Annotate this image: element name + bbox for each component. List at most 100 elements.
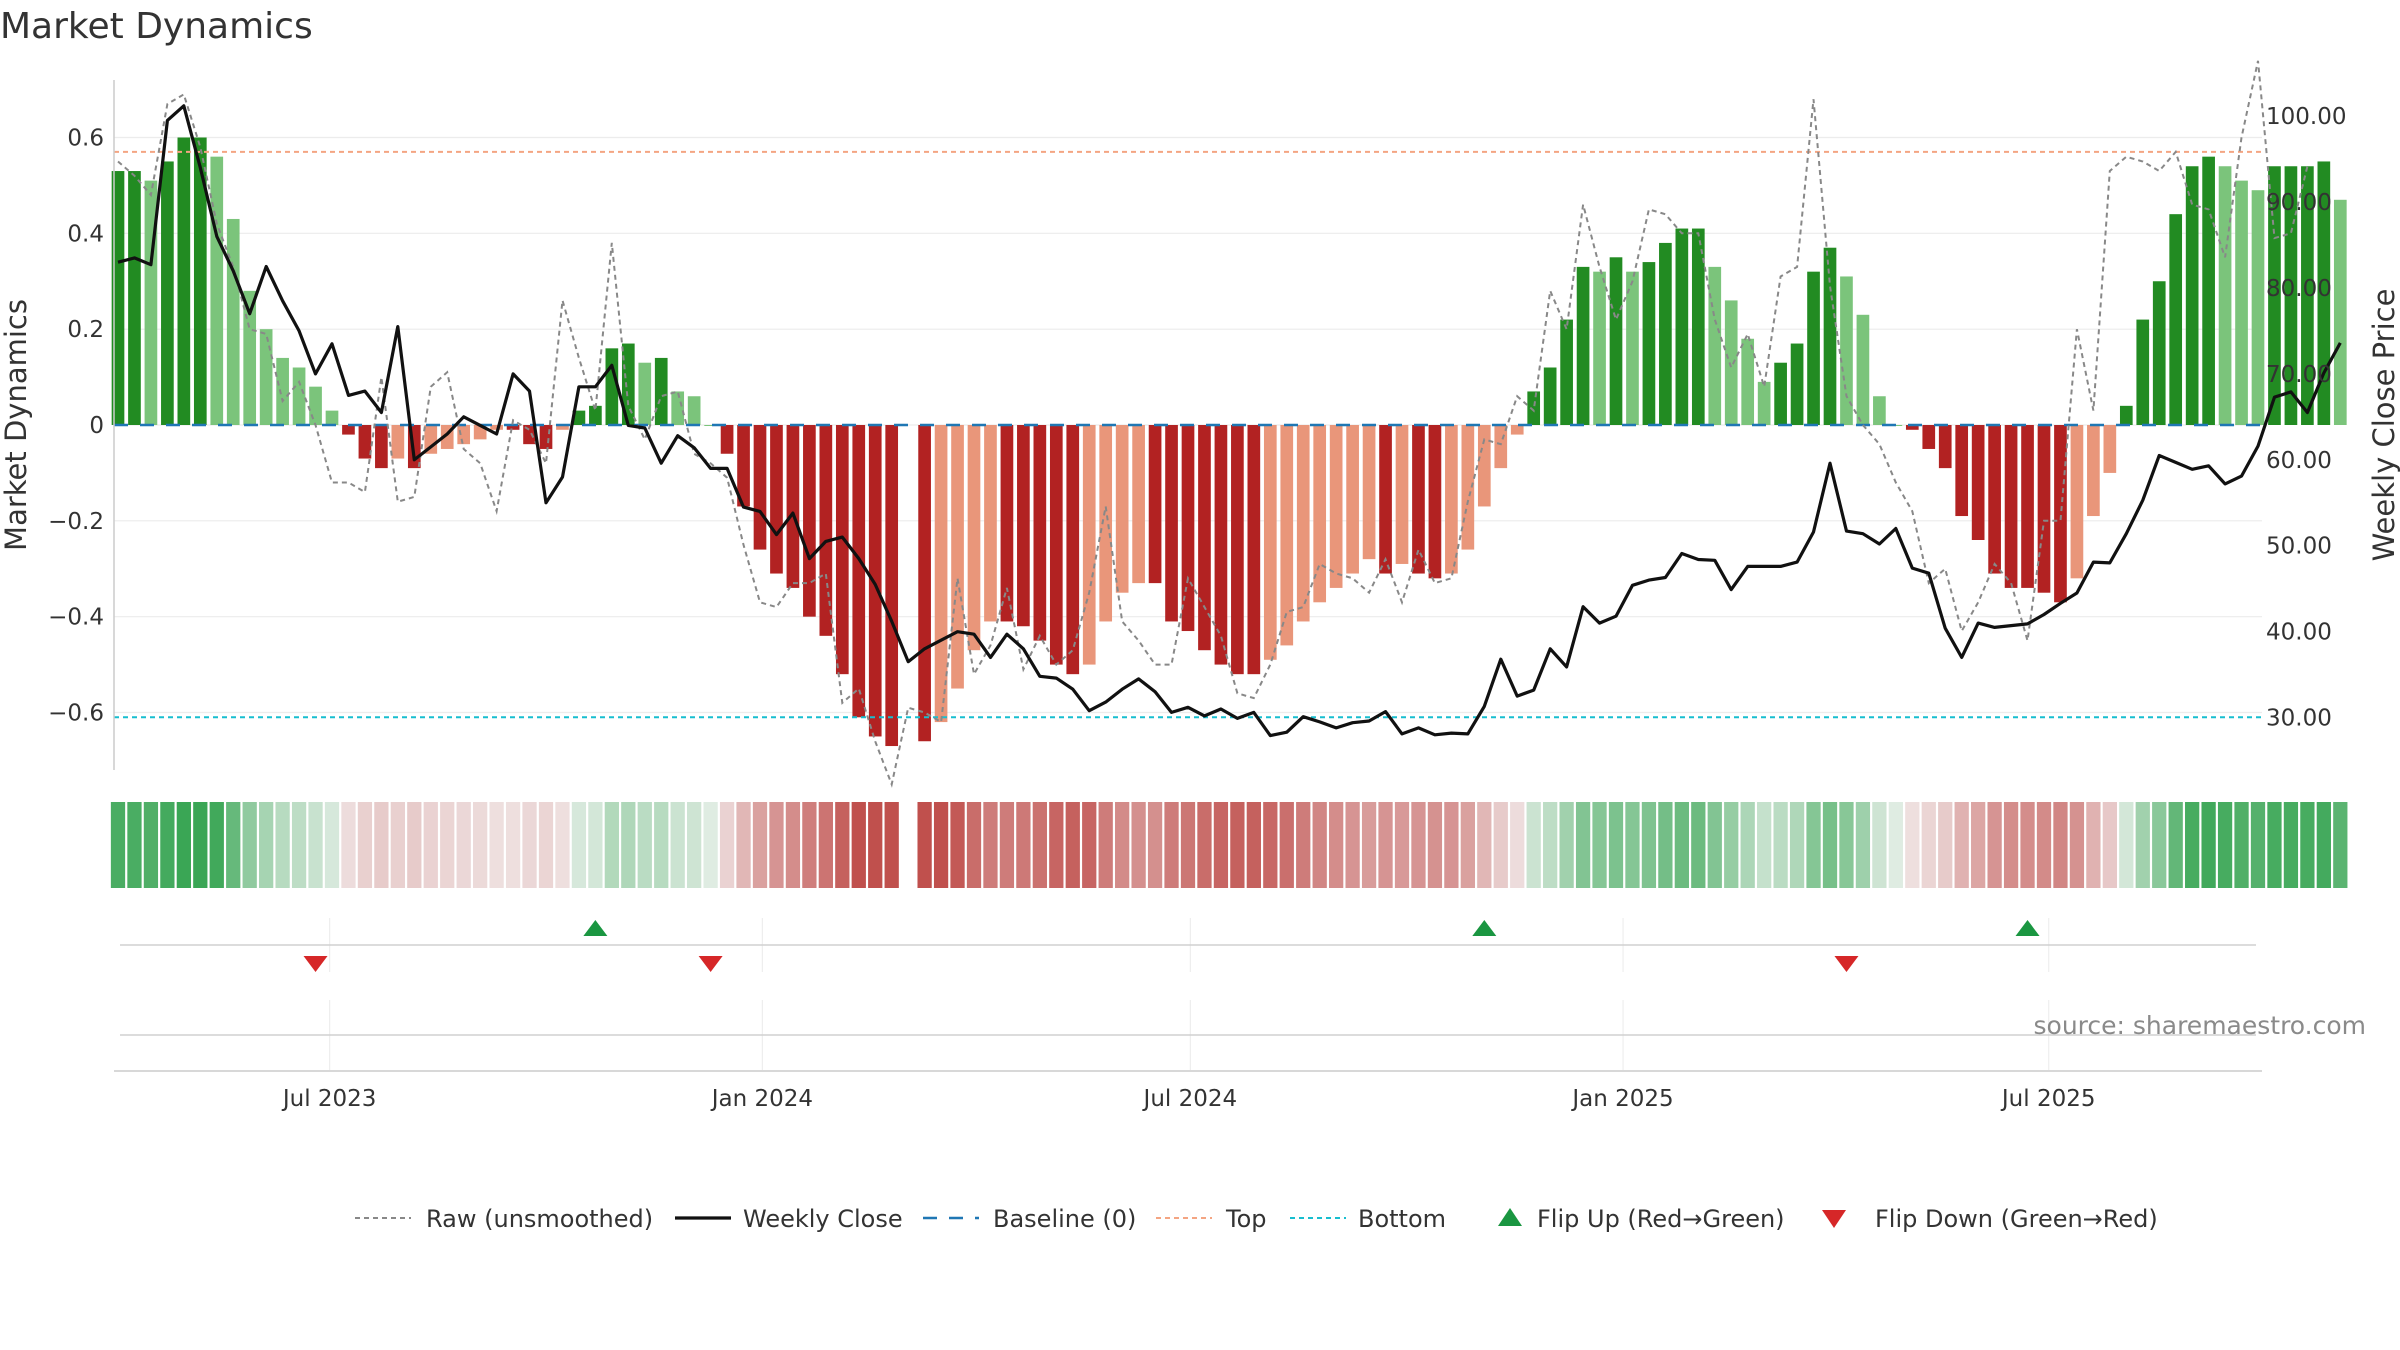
dynamics-bar	[1675, 228, 1689, 425]
dynamics-bar	[1231, 425, 1244, 675]
legend-swatch-flip-up	[1498, 1208, 1522, 1226]
flip-up-marker	[2015, 920, 2040, 936]
dynamics-bar	[1543, 367, 1557, 425]
regime-cell	[719, 802, 735, 888]
dynamics-bar	[2268, 166, 2281, 425]
dynamics-bar	[720, 425, 734, 454]
regime-cell	[2316, 802, 2331, 888]
regime-cell	[324, 802, 340, 888]
regime-cell	[1822, 802, 1838, 888]
dynamics-bar	[2317, 161, 2331, 426]
regime-cell	[1510, 802, 1525, 888]
flip-panel	[120, 918, 2256, 972]
regime-cell	[703, 802, 718, 888]
regime-cell	[1378, 802, 1393, 888]
dynamics-bar	[2284, 166, 2298, 425]
regime-cell	[522, 802, 537, 888]
dynamics-bar	[654, 357, 668, 425]
dynamics-bar	[1247, 425, 1261, 675]
dynamics-bar	[1840, 276, 1853, 425]
regime-cell	[193, 802, 208, 888]
dynamics-bar	[161, 161, 174, 426]
dynamics-bar	[2235, 180, 2248, 425]
regime-cell	[1098, 802, 1113, 888]
right-tick-label: 60.00	[2266, 448, 2332, 474]
x-tick-label: Jul 2024	[1142, 1086, 1238, 1112]
regime-cell	[374, 802, 389, 888]
regime-cell	[621, 802, 636, 888]
legend-label-flip-down: Flip Down (Green→Red)	[1875, 1205, 2158, 1233]
regime-cell	[1872, 802, 1887, 888]
regime-cell	[1246, 802, 1261, 888]
dynamics-bar	[2037, 425, 2051, 593]
dynamics-bar	[687, 396, 701, 425]
regime-cell	[505, 802, 521, 888]
regime-cell	[1707, 802, 1722, 888]
legend-label-baseline: Baseline (0)	[993, 1205, 1136, 1233]
regime-cell	[2267, 802, 2282, 888]
dynamics-bar	[1214, 425, 1228, 665]
regime-cell	[785, 802, 801, 888]
regime-cell	[176, 802, 191, 888]
regime-cell	[2003, 802, 2019, 888]
dynamics-bar	[1263, 425, 1277, 660]
left-tick-label: 0.6	[67, 126, 104, 152]
regime-cell	[127, 802, 142, 888]
dynamics-bar	[621, 343, 635, 425]
dynamics-bar	[539, 425, 553, 449]
left-tick-label: −0.2	[48, 509, 104, 535]
dynamics-bar	[457, 425, 471, 445]
regime-cell	[1312, 802, 1327, 888]
regime-cell	[1115, 802, 1130, 888]
regime-cell	[1773, 802, 1788, 888]
regime-cell	[1394, 802, 1410, 888]
regime-cell	[2234, 802, 2249, 888]
dynamics-bar	[2004, 425, 2018, 588]
raw-series	[117, 60, 2309, 788]
dynamics-bar	[1313, 425, 1327, 603]
regime-cell	[2168, 802, 2183, 888]
page-title: Market Dynamics	[0, 6, 313, 47]
dynamics-bar	[342, 425, 355, 435]
regime-cell	[1905, 802, 1920, 888]
regime-cell	[423, 802, 438, 888]
dynamics-bar	[259, 329, 273, 425]
regime-cell	[769, 802, 784, 888]
regime-cell	[291, 802, 307, 888]
regime-cell	[1592, 802, 1607, 888]
regime-cell	[489, 802, 504, 888]
regime-cell	[1164, 802, 1179, 888]
regime-cell	[209, 802, 224, 888]
regime-cell	[1806, 802, 1821, 888]
dynamics-bar	[1181, 425, 1195, 632]
dynamics-bar	[1856, 314, 1870, 425]
regime-cell	[752, 802, 768, 888]
regime-cell	[637, 802, 652, 888]
dynamics-bar	[1724, 300, 1738, 425]
regime-cell	[555, 802, 570, 888]
regime-cell	[1641, 802, 1657, 888]
regime-cell	[1329, 802, 1344, 888]
dynamics-bar	[737, 425, 750, 507]
dynamics-bar	[193, 137, 207, 425]
regime-cell	[2135, 802, 2150, 888]
dynamics-bar	[292, 367, 306, 425]
regime-cell	[110, 802, 126, 888]
dynamics-bar	[1296, 425, 1310, 622]
x-tick-label: Jul 2023	[281, 1086, 377, 1112]
dynamics-bar	[1922, 425, 1936, 449]
regime-cell	[473, 802, 488, 888]
dynamics-bar	[2087, 425, 2100, 517]
dynamics-bar	[803, 425, 816, 617]
dynamics-bar	[2333, 199, 2347, 425]
dynamics-bar	[1198, 425, 1211, 651]
dynamics-bar	[243, 290, 257, 425]
dynamics-bar	[2136, 319, 2150, 425]
regime-cell	[143, 802, 159, 888]
x-tick-label: Jan 2024	[710, 1086, 813, 1112]
dynamics-bar	[1165, 425, 1178, 622]
regime-cell	[259, 802, 274, 888]
dynamics-bar	[1132, 425, 1145, 584]
dynamics-bar	[1280, 425, 1294, 646]
regime-cell	[1559, 802, 1574, 888]
